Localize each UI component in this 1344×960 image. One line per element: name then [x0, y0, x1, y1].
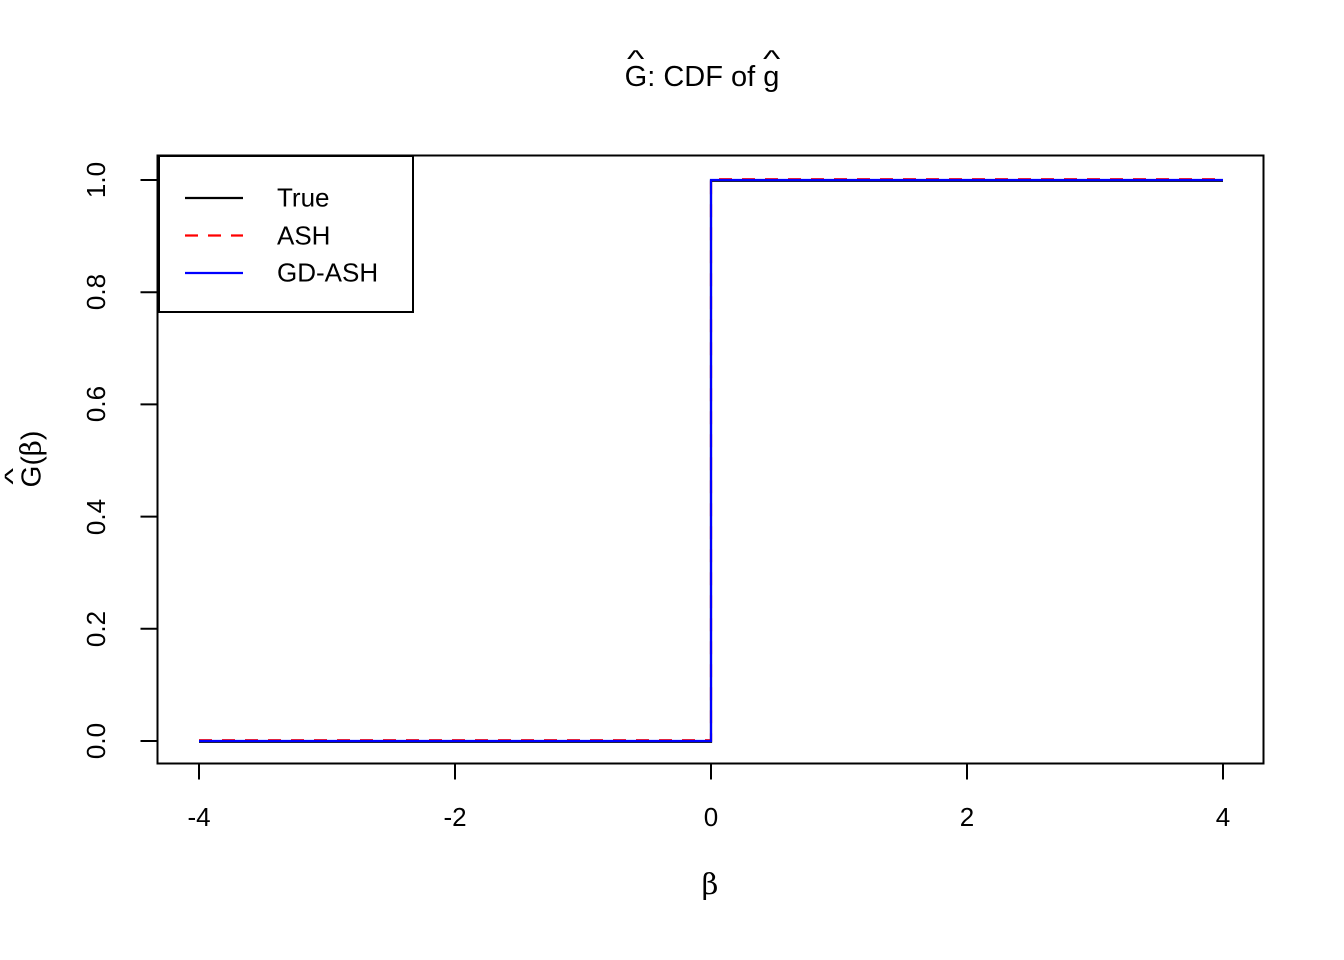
- legend-box: [158, 155, 414, 313]
- series-line-gd-ash: [199, 178, 1223, 743]
